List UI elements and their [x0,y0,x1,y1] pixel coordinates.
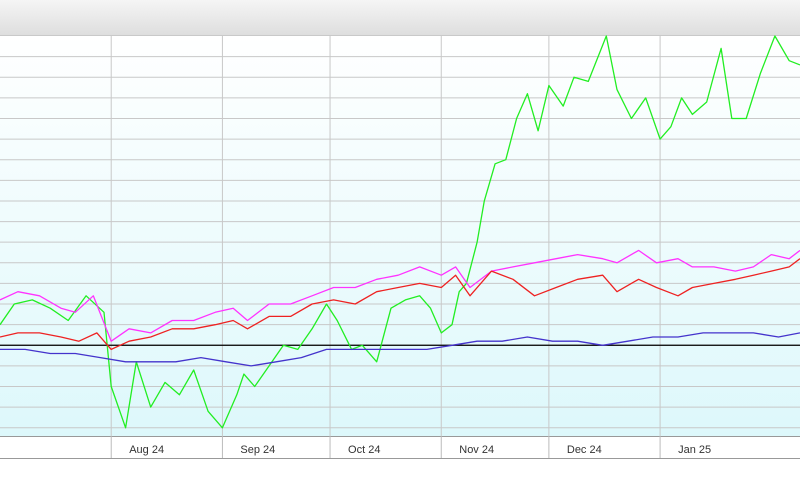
x-tick-label: Dec 24 [567,444,602,456]
x-tick-label: Sep 24 [240,444,275,456]
series-line-spy [0,258,800,351]
series-lines [0,35,800,429]
series-line-qqq [0,249,800,342]
chart-header-bar [0,0,800,36]
x-tick-label: Oct 24 [348,444,380,456]
plot-background [0,36,800,436]
x-tick-label: Nov 24 [459,444,494,456]
x-tick-label: Jan 25 [678,444,711,456]
series-line-dow [0,332,800,367]
x-tick-label: Aug 24 [129,444,164,456]
series-line-bitcoin [0,35,800,429]
x-axis: Aug 24 Sep 24 Oct 24 Nov 24 Dec 24 Jan 25 [0,436,800,459]
x-axis-band [0,436,800,458]
